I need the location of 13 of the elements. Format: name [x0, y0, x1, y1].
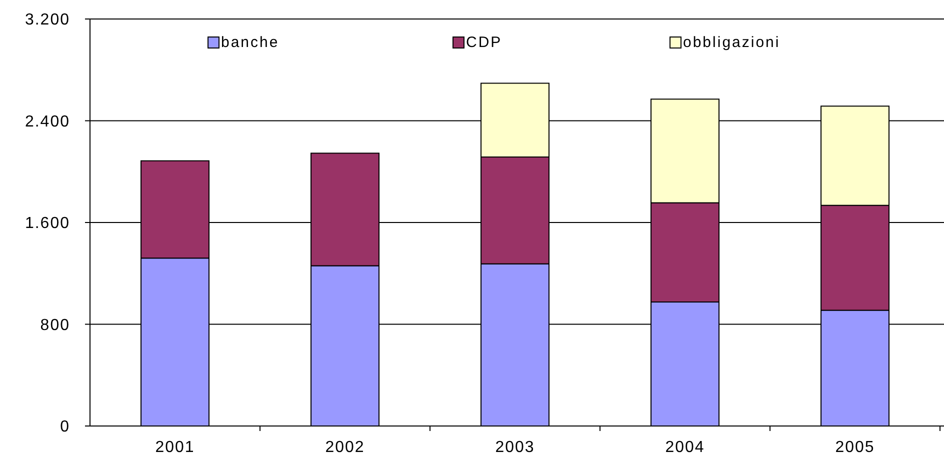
x-tick-label: 2005 [835, 439, 875, 456]
y-tick-label: 1.600 [24, 215, 70, 232]
x-tick-label: 2002 [325, 439, 365, 456]
x-tick-label: 2003 [495, 439, 535, 456]
y-tick-label: 800 [40, 316, 70, 334]
y-tick-label: 0 [60, 418, 70, 436]
legend-label: obbligazioni [683, 34, 780, 51]
x-tick-label: 2001 [155, 439, 195, 456]
legend-label: CDP [466, 34, 502, 51]
legend-label: banche [221, 34, 280, 51]
y-tick-label: 2.400 [24, 113, 70, 130]
x-tick-label: 2004 [665, 439, 705, 456]
y-tick-label: 3.200 [24, 12, 70, 29]
